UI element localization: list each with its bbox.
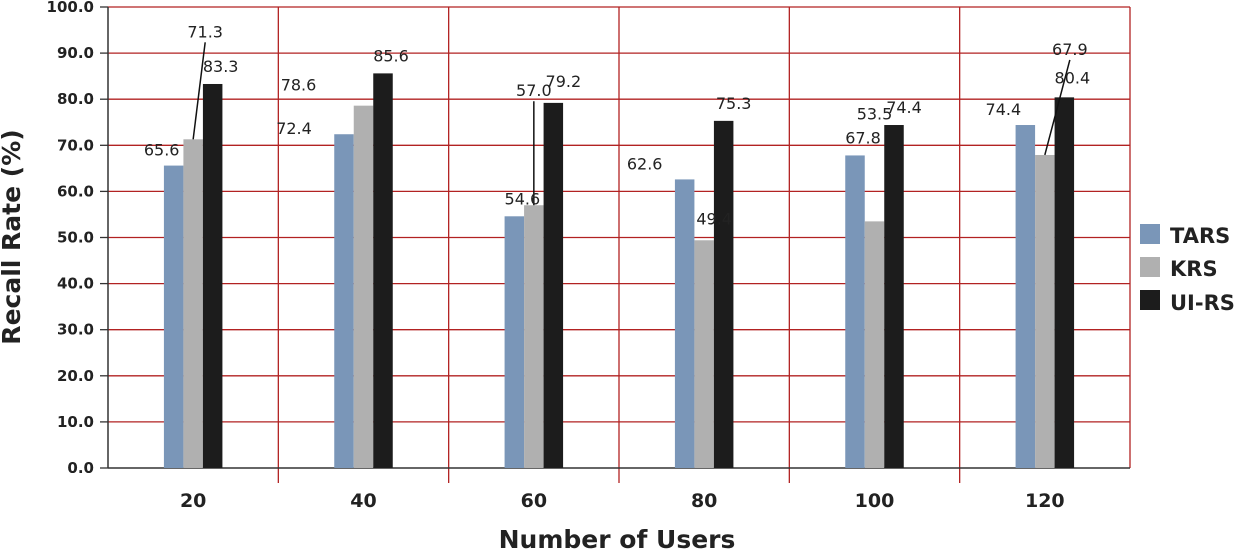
bar-tars-80	[674, 179, 695, 468]
y-tick-label: 0.0	[67, 459, 94, 477]
y-tick-label: 100.0	[47, 0, 94, 16]
bar-ui-rs-40	[373, 73, 393, 468]
x-axis-title: Number of Users	[499, 525, 736, 549]
tick-labels: 0.0 10.0 20.0 30.0 40.0 50.0 60.0 70.0 80.0 90.0 1…	[47, 0, 1065, 512]
data-label-krs-40: 78.6	[281, 76, 317, 95]
data-label-ui-rs-100: 74.4	[886, 98, 922, 117]
bar-ui-rs-120	[1054, 97, 1075, 468]
grid-lines	[100, 6, 1131, 483]
bar-krs-100	[864, 221, 885, 468]
data-label-ui-rs-20: 83.3	[203, 57, 239, 76]
data-label-tars-60: 54.6	[505, 189, 541, 208]
bar-krs-120	[1035, 154, 1055, 468]
y-tick-label: 50.0	[57, 229, 94, 247]
bar-krs-60	[524, 205, 544, 469]
legend-label-tars: TARS	[1170, 224, 1230, 248]
x-tick-label: 60	[521, 490, 547, 512]
bar-krs-80	[694, 240, 714, 468]
data-labels: 65.6 71.3 83.3 72.4 78.6 85.6 54.6 57.079.2 62.6…	[144, 22, 1090, 228]
data-label-krs-100: 53.5	[857, 104, 893, 123]
data-label-tars-80: 62.6	[627, 154, 663, 173]
data-label-tars-40: 72.4	[276, 119, 312, 138]
x-tick-label: 20	[180, 490, 206, 512]
data-label-ui-rs-40: 85.6	[373, 46, 409, 65]
legend-label-krs: KRS	[1170, 257, 1218, 281]
data-label-krs-120: 67.9	[1052, 40, 1088, 59]
y-tick-label: 80.0	[57, 90, 94, 108]
data-label-tars-100: 67.8	[845, 128, 881, 147]
data-label-ui-rs-120: 80.4	[1055, 68, 1091, 87]
y-tick-label: 10.0	[57, 413, 94, 431]
y-tick-label: 40.0	[57, 275, 94, 293]
data-label-krs-60: 57.0	[516, 81, 552, 100]
y-tick-label: 90.0	[57, 44, 94, 62]
bar-tars-100	[845, 155, 865, 468]
data-label-krs-20: 71.3	[187, 22, 223, 41]
legend-label-ui-rs: UI-RS	[1170, 291, 1235, 315]
data-label-tars-20: 65.6	[144, 141, 180, 160]
y-tick-label: 60.0	[57, 182, 94, 200]
legend-swatch-tars	[1140, 224, 1160, 244]
label-leader-line	[1044, 59, 1071, 156]
y-tick-label: 30.0	[57, 321, 94, 339]
bar-tars-20	[163, 165, 184, 469]
bars	[163, 73, 1075, 469]
legend-swatch-ui-rs	[1140, 290, 1160, 310]
x-tick-label: 40	[350, 490, 376, 512]
data-label-ui-rs-60: 79.2	[546, 72, 582, 91]
bar-tars-40	[334, 134, 354, 468]
bar-ui-rs-20	[202, 83, 223, 468]
bar-krs-40	[353, 105, 374, 469]
legend-swatch-krs	[1140, 257, 1160, 277]
label-leader-line	[192, 42, 206, 140]
bar-ui-rs-100	[884, 125, 904, 469]
bar-tars-120	[1015, 125, 1036, 469]
bar-ui-rs-80	[713, 120, 734, 468]
y-tick-label: 70.0	[57, 136, 94, 154]
data-label-ui-rs-80: 75.3	[716, 94, 752, 113]
label-leader-lines	[192, 42, 1071, 206]
legend: TARS KRS UI-RS	[1140, 224, 1235, 315]
bar-tars-60	[504, 216, 525, 468]
bar-ui-rs-60	[543, 102, 564, 468]
data-label-tars-120: 74.4	[986, 100, 1022, 119]
y-axis-title: Recall Rate (%)	[0, 129, 26, 344]
data-label-krs-80: 49.4	[696, 209, 732, 228]
x-tick-label: 120	[1025, 490, 1065, 512]
y-tick-label: 20.0	[57, 367, 94, 385]
x-tick-label: 100	[855, 490, 895, 512]
bar-krs-20	[183, 139, 203, 468]
x-tick-label: 80	[691, 490, 717, 512]
